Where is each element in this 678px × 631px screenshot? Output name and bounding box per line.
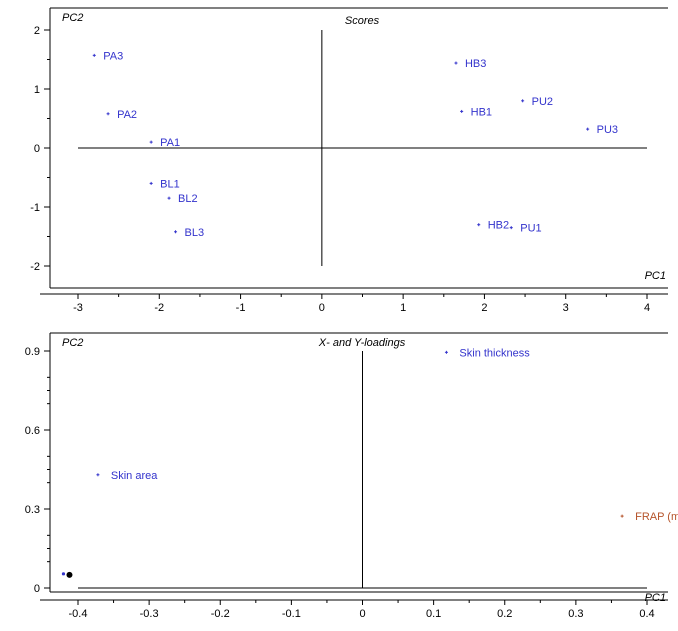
panel2-y-tick-label: 0.6 xyxy=(25,425,40,437)
panel2-x-tick-label: 0.2 xyxy=(497,608,512,620)
panel2-point-marker xyxy=(61,572,66,576)
panel1-point-label: BL1 xyxy=(160,178,180,190)
panel1-x-tick-label: -2 xyxy=(154,302,164,314)
panel2-point-label: Skin thickness xyxy=(459,347,530,359)
panel2-y-tick-label: 0.9 xyxy=(25,346,40,358)
panel1-x-tick-label: 3 xyxy=(563,302,569,314)
panel1-x-tick-label: -3 xyxy=(73,302,83,314)
panel1-point-label: PU3 xyxy=(597,124,618,136)
panel2-x-tick-label: 0.3 xyxy=(568,608,583,620)
panel1-x-tick-label: 4 xyxy=(644,302,650,314)
panel2-x-tick-label: 0.4 xyxy=(639,608,654,620)
panel1-x-tick-label: 2 xyxy=(481,302,487,314)
panel1-y-tick-label: 0 xyxy=(34,143,40,155)
panel1-x-tick-label: 1 xyxy=(400,302,406,314)
panel1-point-label: PU2 xyxy=(532,96,553,108)
panel2-y-axis-title: PC2 xyxy=(62,337,83,349)
panel1-x-tick-label: 0 xyxy=(319,302,325,314)
panel2-x-tick-label: -0.3 xyxy=(140,608,159,620)
panel2-y-tick-label: 0.3 xyxy=(25,504,40,516)
panel1-x-tick-label: -1 xyxy=(236,302,246,314)
panel2-point-marker xyxy=(66,571,73,578)
panel1-y-tick-label: 2 xyxy=(34,25,40,37)
panel2-x-tick-label: -0.1 xyxy=(282,608,301,620)
panel1-y-axis-title: PC2 xyxy=(62,12,83,24)
panel1-point-label: PA2 xyxy=(117,109,137,121)
panel1-point-label: HB2 xyxy=(488,220,509,232)
panel2-x-tick-label: 0.1 xyxy=(426,608,441,620)
panel2-chart-title: X- and Y-loadings xyxy=(318,337,406,349)
panel2-point-label: Skin area xyxy=(111,470,158,482)
panel1-y-tick-label: 1 xyxy=(34,84,40,96)
panel2-x-axis-title: PC1 xyxy=(645,592,666,604)
panel1-point-label: HB3 xyxy=(465,58,486,70)
panel1-point-label: PU1 xyxy=(520,223,541,235)
panel1-y-tick-label: -2 xyxy=(30,261,40,273)
panel2-y-tick-label: 0 xyxy=(34,583,40,595)
panel1-point-label: BL3 xyxy=(185,227,205,239)
panel1-y-tick-label: -1 xyxy=(30,202,40,214)
panel1-point-label: PA3 xyxy=(103,50,123,62)
panel1-chart-title: Scores xyxy=(345,15,380,27)
panel1-point-label: PA1 xyxy=(160,137,180,149)
panel2-x-tick-label: 0 xyxy=(359,608,365,620)
panel2-x-tick-label: -0.2 xyxy=(211,608,230,620)
panel2-x-tick-label: -0.4 xyxy=(69,608,88,620)
panel2-point-label: FRAP (mmol/100g xyxy=(635,511,678,523)
panel1-point-label: BL2 xyxy=(178,193,198,205)
panel1-x-axis-title: PC1 xyxy=(645,270,666,282)
panel1-point-label: HB1 xyxy=(471,106,492,118)
